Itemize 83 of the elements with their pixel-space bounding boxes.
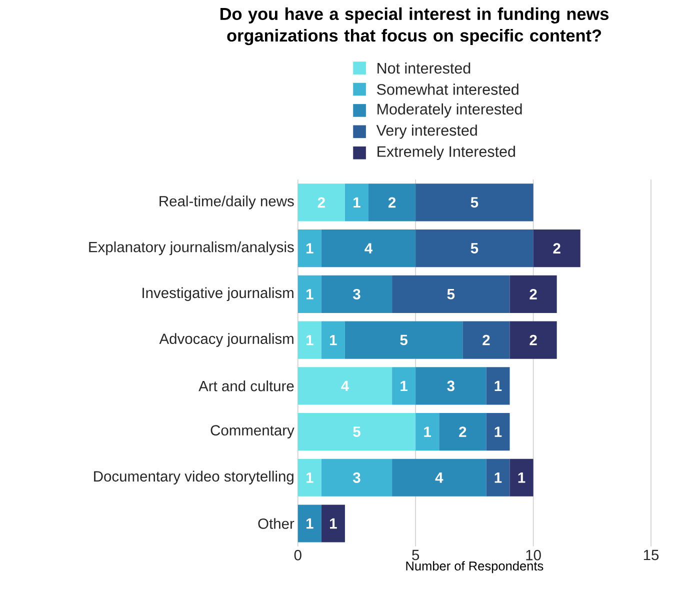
y-tick-label: Investigative journalism bbox=[142, 287, 294, 302]
bar bbox=[486, 367, 510, 405]
data-label: 3 bbox=[447, 380, 454, 392]
legend-label: Moderately interested bbox=[378, 103, 522, 118]
bar bbox=[416, 367, 486, 405]
bar bbox=[392, 367, 416, 405]
legend-label: Extremely Interested bbox=[378, 146, 515, 160]
data-label: 2 bbox=[530, 289, 537, 300]
bar bbox=[298, 321, 322, 359]
bar bbox=[462, 321, 510, 359]
y-tick-label: Other bbox=[258, 518, 294, 530]
bar bbox=[416, 230, 534, 268]
legend-label: Very interested bbox=[376, 124, 477, 139]
bar bbox=[392, 458, 486, 497]
x-tick-label: 0 bbox=[294, 550, 302, 560]
data-label: 1 bbox=[494, 380, 502, 392]
bar bbox=[344, 184, 369, 222]
data-label: 5 bbox=[400, 335, 408, 346]
bar bbox=[416, 413, 440, 451]
bar bbox=[298, 504, 322, 542]
y-tick-label: Art and culture bbox=[198, 380, 294, 392]
bar bbox=[439, 413, 486, 451]
legend-label: Somewhat interested bbox=[377, 84, 518, 95]
data-label: 1 bbox=[400, 380, 408, 392]
x-tick-label: 10 bbox=[526, 550, 541, 560]
data-label: 4 bbox=[364, 243, 373, 254]
data-label: 5 bbox=[353, 426, 360, 438]
bar bbox=[486, 413, 510, 451]
data-label: 4 bbox=[341, 380, 349, 392]
bar bbox=[486, 458, 510, 497]
bar bbox=[510, 458, 534, 497]
data-label: 1 bbox=[494, 426, 502, 437]
bar bbox=[298, 184, 345, 222]
bar bbox=[392, 275, 510, 314]
data-label: 4 bbox=[435, 472, 444, 483]
data-label: 3 bbox=[352, 289, 360, 300]
data-label: 2 bbox=[388, 197, 396, 208]
data-label: 1 bbox=[306, 335, 314, 346]
data-label: 2 bbox=[553, 243, 560, 254]
x-axis-title: Number of Respondents bbox=[406, 561, 544, 574]
bar bbox=[533, 230, 580, 268]
bar bbox=[510, 275, 557, 314]
y-tick-label: Commentary bbox=[210, 425, 294, 439]
y-tick-label: Documentary video storytelling bbox=[94, 470, 294, 485]
bar bbox=[298, 275, 322, 314]
data-label: 1 bbox=[424, 426, 432, 437]
data-label: 2 bbox=[318, 197, 325, 208]
bar bbox=[298, 413, 416, 451]
bar bbox=[321, 321, 345, 359]
data-label: 1 bbox=[330, 518, 337, 529]
y-tick-label: Explanatory journalism/analysis bbox=[89, 242, 294, 256]
bar bbox=[298, 367, 392, 405]
data-label: 3 bbox=[352, 472, 360, 483]
data-label: 1 bbox=[306, 243, 314, 254]
data-label: 1 bbox=[354, 197, 360, 208]
data-label: 1 bbox=[306, 472, 314, 483]
data-label: 5 bbox=[470, 243, 478, 254]
bar bbox=[344, 321, 463, 359]
bar bbox=[298, 458, 322, 497]
y-tick-label: Real-time/daily news bbox=[160, 196, 294, 210]
data-label: 1 bbox=[330, 335, 337, 346]
bar bbox=[321, 275, 392, 314]
data-label: 2 bbox=[530, 334, 537, 346]
data-label: 1 bbox=[518, 472, 526, 483]
bar bbox=[416, 184, 534, 222]
x-tick-label: 15 bbox=[644, 550, 659, 560]
bar bbox=[368, 184, 416, 222]
data-label: 2 bbox=[459, 426, 466, 438]
chart-title: Do you have a special interest in funding news organizations that focus on specific content? bbox=[220, 8, 608, 46]
bar bbox=[298, 230, 322, 268]
bar bbox=[321, 230, 416, 268]
y-tick-label: Advocacy journalism bbox=[159, 333, 294, 348]
legend-label: Not interested bbox=[378, 62, 470, 74]
bar bbox=[510, 321, 557, 359]
x-tick-label: 5 bbox=[412, 550, 420, 560]
data-label: 1 bbox=[494, 472, 502, 483]
data-label: 5 bbox=[447, 289, 455, 300]
data-label: 1 bbox=[306, 289, 314, 300]
data-label: 2 bbox=[482, 334, 490, 346]
bar bbox=[321, 458, 392, 497]
bar bbox=[321, 504, 345, 542]
data-label: 1 bbox=[306, 518, 314, 529]
data-label: 5 bbox=[470, 197, 478, 208]
